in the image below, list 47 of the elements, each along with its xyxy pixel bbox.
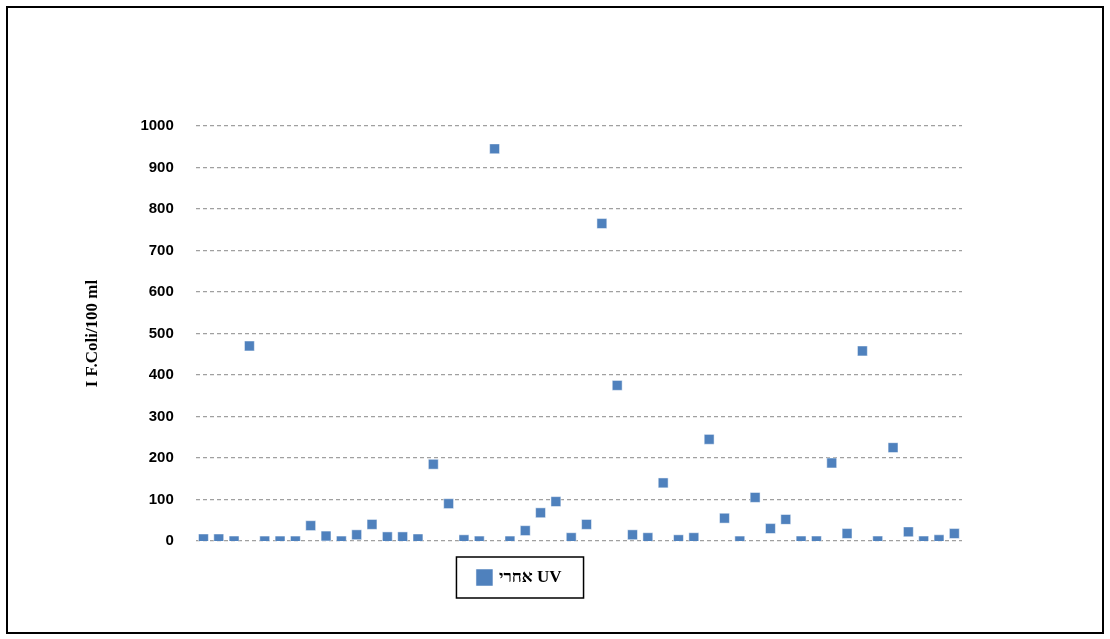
point [841,528,853,539]
y-tick-label: 200 [148,448,174,466]
point [949,528,960,539]
y-tick-label: 1000 [140,116,174,134]
point [566,532,577,541]
point [198,533,209,541]
point [366,519,378,530]
point [627,529,638,540]
point [213,533,224,541]
point [320,530,332,541]
point [642,532,654,541]
y-tick-label: 100 [148,489,174,507]
point [719,512,730,524]
point [489,143,500,155]
point [305,520,316,531]
y-tick-label: 300 [148,406,174,424]
point [520,525,531,536]
legend-label: אחרי UV [498,566,563,586]
point [703,434,715,445]
point [397,531,408,541]
point [903,526,914,538]
y-tick-label: 600 [148,282,174,300]
point [887,442,899,453]
point [765,523,776,534]
point [535,507,546,518]
y-tick-label: 700 [148,240,174,258]
y-axis-title: I F.Coli/100 ml [81,279,101,388]
point [581,519,592,530]
point [657,477,669,489]
point [857,345,868,357]
point [826,457,837,469]
point [596,218,608,229]
point [612,380,623,391]
point [550,496,562,507]
point [244,340,255,352]
y-tick-label: 800 [148,199,174,217]
y-tick-label: 0 [165,531,174,549]
point [382,531,393,541]
point [780,514,791,525]
y-tick-label: 500 [148,323,174,341]
point [749,492,761,503]
point [428,459,439,470]
y-tick-label: 900 [148,157,174,175]
y-tick-label: 400 [148,365,174,383]
point [688,532,700,541]
point [443,498,454,509]
point [351,529,362,540]
